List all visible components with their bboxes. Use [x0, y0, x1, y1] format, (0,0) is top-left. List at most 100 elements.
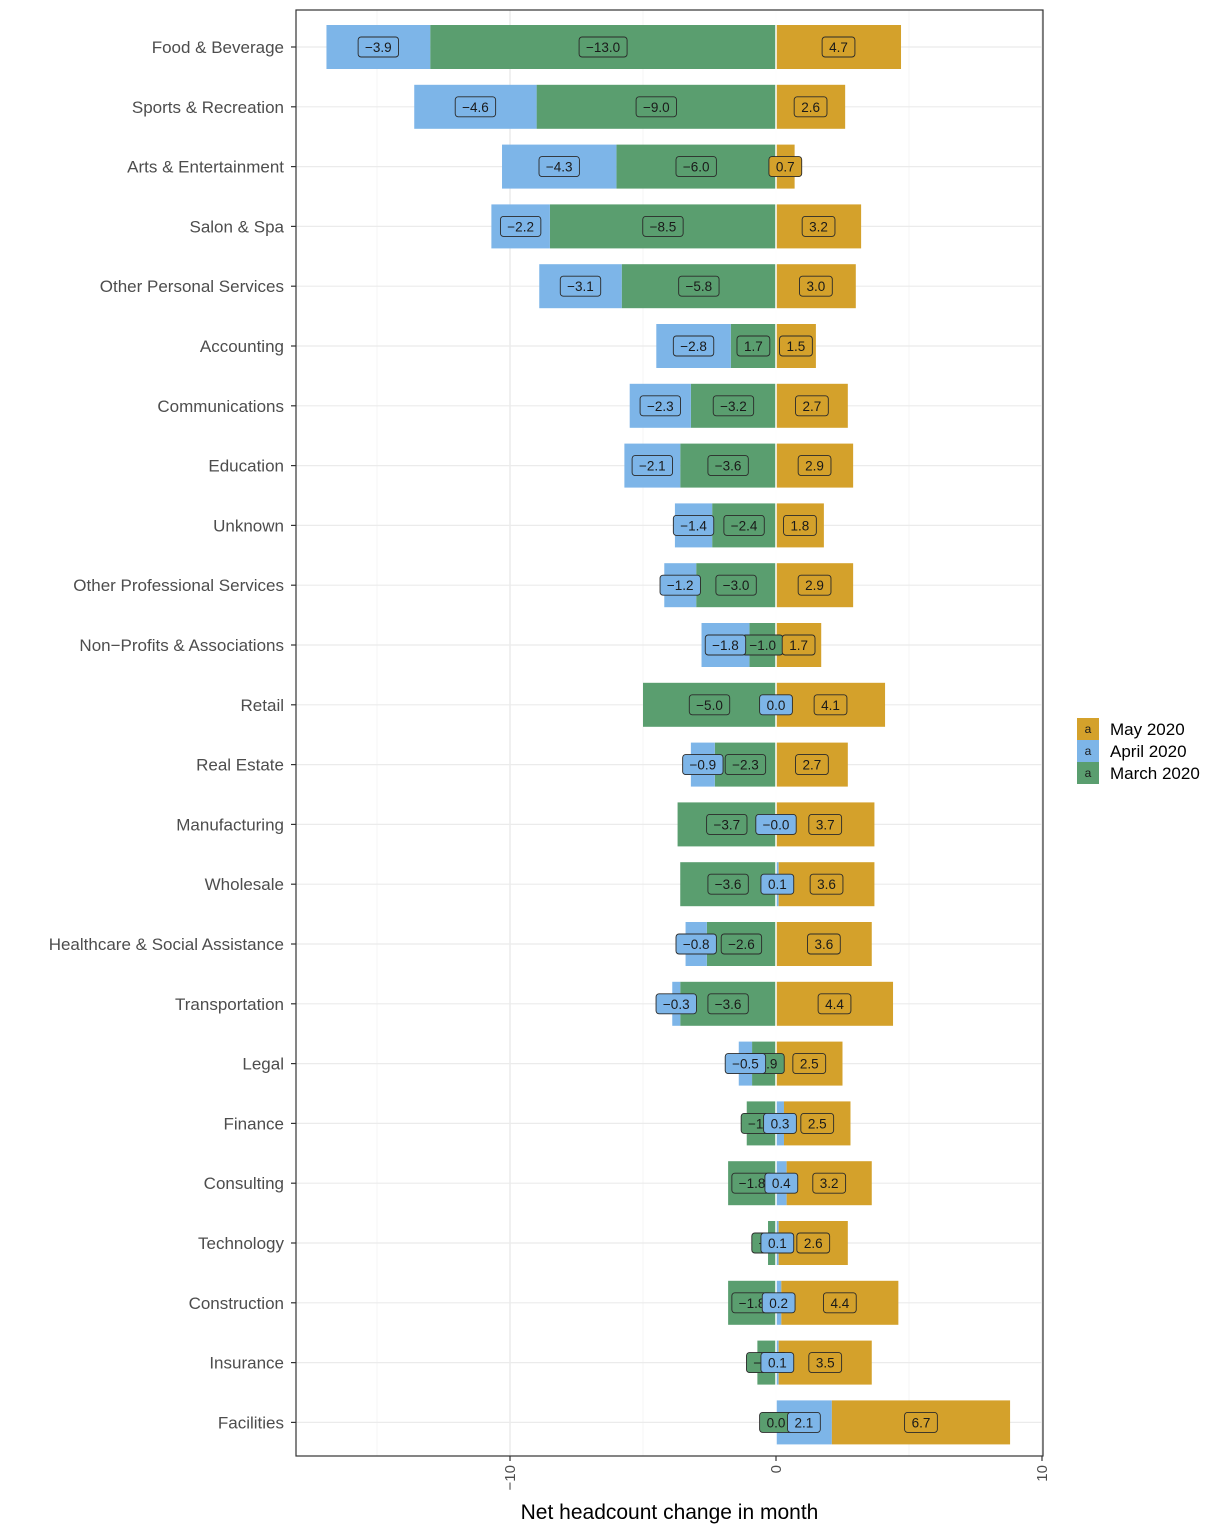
data-label-text: 0.3: [771, 1116, 790, 1131]
data-label-box: [779, 335, 813, 357]
data-label-box: [755, 813, 797, 835]
data-label-text: 2.5: [800, 1057, 819, 1072]
category-label: Retail: [241, 696, 284, 715]
data-label-text: −5.8: [686, 279, 713, 294]
data-label-box: [760, 873, 795, 895]
legend-key: [1077, 762, 1099, 784]
category-label: Finance: [224, 1114, 284, 1133]
data-label-march-2020: −3.0: [715, 574, 757, 596]
data-label-may-2020: 4.4: [817, 993, 852, 1015]
data-label-text: −2.3: [732, 758, 759, 773]
data-label-may-2020: 2.9: [797, 455, 832, 477]
data-label-april-2020: −4.3: [538, 156, 580, 178]
data-label-text: 0.4: [772, 1176, 791, 1191]
data-label-may-2020: 3.5: [808, 1352, 843, 1374]
category-label: Real Estate: [196, 756, 284, 775]
data-label-text: 4.1: [821, 698, 840, 713]
data-label-april-2020: −0.9: [682, 754, 724, 776]
data-label-text: 2.6: [801, 100, 820, 115]
data-label-text: 4.7: [829, 40, 848, 55]
data-label-box: [688, 694, 731, 716]
data-label-box: [578, 36, 628, 58]
data-label-april-2020: 0.1: [760, 1232, 795, 1254]
data-label-text: 2.7: [803, 399, 822, 414]
data-label-text: −0.0: [763, 817, 790, 832]
category-label: Manufacturing: [176, 815, 284, 834]
data-label-text: 0.0: [767, 698, 786, 713]
category-label: Salon & Spa: [189, 217, 284, 236]
data-label-text: 2.1: [795, 1415, 814, 1430]
data-label-may-2020: 3.2: [812, 1172, 847, 1194]
category-label: Education: [208, 457, 284, 476]
data-label-april-2020: −0.3: [655, 993, 697, 1015]
data-label-march-2020: −8.5: [642, 215, 684, 237]
data-label-text: 6.7: [912, 1415, 931, 1430]
category-label: Other Professional Services: [73, 576, 284, 595]
data-label-text: −1.2: [667, 578, 694, 593]
data-label-may-2020: 2.6: [793, 96, 828, 118]
data-label-box: [904, 1411, 938, 1433]
data-label-april-2020: −1.4: [672, 514, 715, 536]
legend-key: [1077, 740, 1099, 762]
data-label-box: [781, 634, 816, 656]
data-label-box: [631, 455, 673, 477]
data-label-april-2020: −0.8: [675, 933, 717, 955]
data-label-text: −13.0: [586, 40, 620, 55]
data-label-text: 3.7: [816, 817, 835, 832]
data-label-box: [707, 993, 749, 1015]
data-label-may-2020: 6.7: [904, 1411, 938, 1433]
data-label-may-2020: 2.9: [797, 574, 832, 596]
data-label-text: 4.4: [825, 997, 844, 1012]
data-label-text: −1.0: [749, 638, 776, 653]
category-label: Construction: [189, 1294, 284, 1313]
data-label-april-2020: −0.0: [755, 813, 797, 835]
data-label-text: −9.0: [643, 100, 670, 115]
data-label-march-2020: −3.6: [707, 873, 749, 895]
legend-item-may-2020: a May 2020: [1077, 718, 1185, 740]
data-label-text: 0.7: [776, 160, 795, 175]
data-label-text: −4.6: [462, 100, 489, 115]
data-label-text: 0.0: [767, 1415, 786, 1430]
data-label-text: −2.2: [507, 219, 534, 234]
data-label-box: [796, 1232, 831, 1254]
data-label-text: −5.0: [696, 698, 723, 713]
data-label-may-2020: 3.7: [808, 813, 843, 835]
data-label-box: [801, 215, 836, 237]
data-label-box: [763, 1112, 797, 1134]
data-label-text: −3.6: [715, 877, 742, 892]
legend-label: May 2020: [1110, 720, 1185, 739]
data-label-april-2020: −3.9: [357, 36, 399, 58]
category-label: Communications: [157, 397, 284, 416]
data-label-april-2020: −1.2: [659, 574, 701, 596]
data-label-box: [812, 1172, 847, 1194]
data-label-may-2020: 4.1: [813, 694, 848, 716]
y-axis-category-labels: Food & Beverage Sports & Recreation Arts &…: [49, 38, 296, 1432]
data-label-april-2020: 0.3: [763, 1112, 797, 1134]
data-label-box: [706, 813, 748, 835]
data-label-text: −0.9: [690, 758, 717, 773]
legend-label: March 2020: [1110, 764, 1200, 783]
data-label-text: 1.7: [789, 638, 808, 653]
legend-key-glyph: a: [1085, 744, 1092, 758]
data-label-april-2020: 2.1: [787, 1411, 821, 1433]
category-label: Consulting: [204, 1174, 284, 1193]
data-label-may-2020: 3.2: [801, 215, 836, 237]
data-label-text: 1.7: [744, 339, 763, 354]
data-label-may-2020: 2.5: [792, 1053, 827, 1075]
x-tick-label: 0: [768, 1465, 785, 1473]
data-label-march-2020: −5.0: [688, 694, 731, 716]
data-label-april-2020: −2.2: [499, 215, 542, 237]
data-label-text: −3.6: [715, 459, 742, 474]
data-label-text: −3.1: [567, 279, 594, 294]
data-label-text: 2.9: [805, 578, 824, 593]
data-label-text: 4.4: [830, 1296, 849, 1311]
category-label: Non−Profits & Associations: [79, 636, 284, 655]
legend-key: [1077, 718, 1099, 740]
data-label-march-2020: −2.4: [723, 514, 765, 536]
data-label-may-2020: 2.6: [796, 1232, 831, 1254]
data-label-march-2020: −13.0: [578, 36, 628, 58]
data-label-may-2020: 1.8: [783, 514, 817, 536]
data-label-march-2020: 0.0: [759, 1411, 793, 1433]
data-label-text: −1.4: [680, 518, 707, 533]
